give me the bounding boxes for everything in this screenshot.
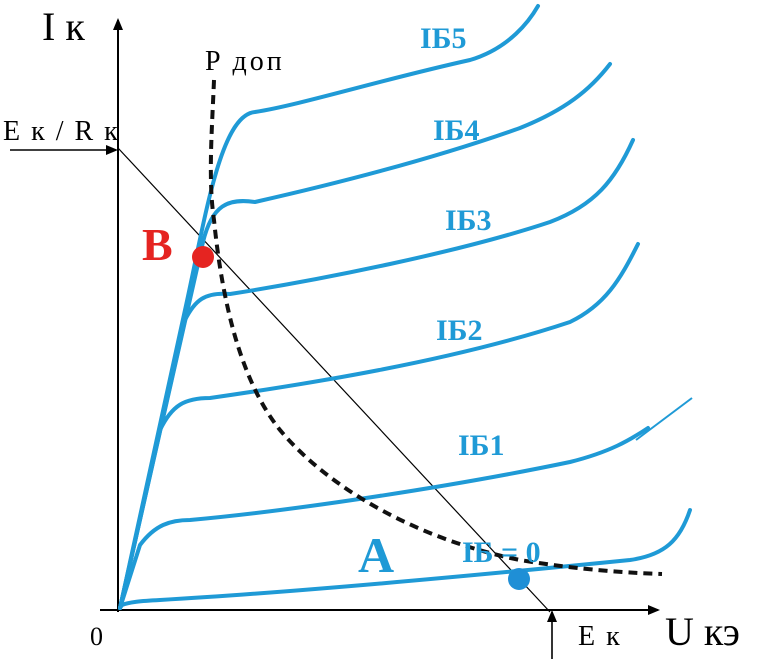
origin-label: 0 <box>90 622 103 651</box>
y-axis-label: I к <box>42 4 85 49</box>
x-axis-label: U кэ <box>665 609 740 654</box>
curve-ib5 <box>118 4 540 610</box>
curve-ib4 <box>118 62 612 610</box>
curve-ib1-tail-gap <box>641 403 689 441</box>
ek-label: E к <box>578 621 622 652</box>
label-ib0: IБ = 0 <box>462 536 541 569</box>
curve-ib1-tail-highlight <box>635 397 693 441</box>
point-a-label: A <box>358 527 394 583</box>
curve-ib3 <box>118 138 635 610</box>
characteristic-curves <box>118 4 692 610</box>
label-ib4: IБ4 <box>433 114 480 147</box>
point-b-marker <box>192 246 214 268</box>
label-ib3: IБ3 <box>445 204 492 237</box>
curve-ib0 <box>118 508 692 610</box>
label-ib1: IБ1 <box>458 429 505 462</box>
label-ib5: IБ5 <box>420 22 467 55</box>
power-limit-curve <box>208 79 663 576</box>
curve-ib1 <box>118 426 650 610</box>
curve-ib2 <box>118 242 640 610</box>
point-a-marker <box>508 568 530 590</box>
point-b-label: B <box>142 219 173 270</box>
ek-rk-label: E к / R к <box>3 116 120 147</box>
label-ib2: IБ2 <box>436 314 483 347</box>
power-limit-label: P доп <box>205 46 285 77</box>
